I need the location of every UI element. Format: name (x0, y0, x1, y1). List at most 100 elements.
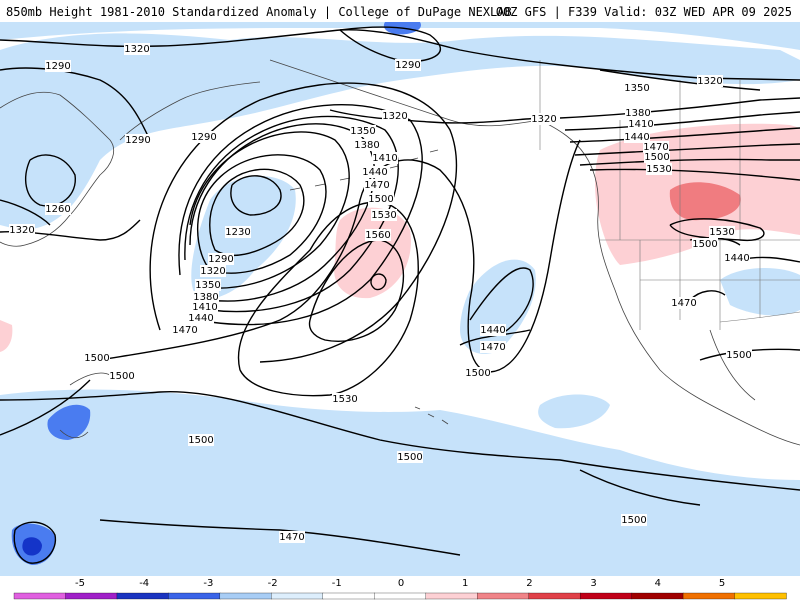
model-run-info: 00Z GFS | F339 Valid: 03Z WED APR 09 202… (495, 5, 792, 19)
contour-label-background (45, 203, 71, 215)
contour-label-c1320f: 1320 (200, 265, 226, 277)
colorbar-tick-label: 2 (526, 578, 532, 589)
contour-label-background (195, 279, 221, 291)
contour-label-c1470d: 1470 (279, 531, 305, 543)
coast-north-america-west (584, 154, 800, 446)
coast-russia-far-east (0, 91, 114, 247)
contour-label-c1440b: 1440 (188, 312, 214, 324)
contour-1440-trough (469, 267, 534, 336)
colorbar-swatch (425, 592, 478, 600)
contour-label-c1290a: 1290 (45, 60, 71, 72)
strongest-neg-anomaly-sw-corner (22, 537, 42, 556)
contour-1320-e (599, 69, 761, 91)
contour-label-text: 1500 (465, 368, 490, 379)
contour-label-c1320a: 1320 (124, 43, 150, 55)
colorbar-tick-label: -1 (332, 578, 342, 589)
colorbar-tick-label: 4 (655, 578, 661, 589)
pos-anomaly-west-edge (0, 320, 13, 352)
contour-label-text: 1500 (397, 452, 422, 463)
contour-label-text: 1320 (200, 266, 225, 277)
contour-1560-center (370, 273, 387, 291)
contour-label-c1290c: 1290 (125, 134, 151, 146)
coast-baja (709, 329, 756, 401)
contour-1530-closed-east (669, 218, 765, 242)
contour-label-c1530a: 1530 (371, 209, 397, 221)
contour-label-c1290b: 1290 (395, 59, 421, 71)
contour-label-c1530b: 1530 (332, 393, 358, 405)
contour-label-text: 1470 (480, 342, 505, 353)
contour-1470-east (574, 143, 800, 156)
contour-label-c1440a: 1440 (362, 166, 388, 178)
contour-label-text: 1470 (671, 298, 696, 309)
contour-label-c1470b: 1470 (172, 324, 198, 336)
colorbar-tick-label: 0 (398, 578, 404, 589)
contour-label-text: 1350 (624, 83, 649, 94)
contour-label-c1500e: 1500 (188, 434, 214, 446)
contour-label-text: 1410 (192, 302, 217, 313)
coast-hawaii (414, 406, 449, 425)
contour-1560-ridge (308, 239, 405, 342)
contour-label-c1470e: 1470 (643, 141, 669, 153)
contour-label-background (109, 370, 135, 382)
border-us-mexico (719, 311, 800, 323)
contour-1500-mid-south (579, 469, 701, 506)
contour-label-background (188, 312, 214, 324)
contour-label-text: 1560 (365, 230, 390, 241)
contour-label-c1470c: 1470 (480, 341, 506, 353)
contour-label-text: 1470 (172, 325, 197, 336)
contour-label-background (279, 531, 305, 543)
contour-label-background (643, 141, 669, 153)
neg-anomaly-trough-east (460, 259, 536, 354)
contour-label-c1470f: 1470 (671, 297, 697, 309)
contour-label-text: 1500 (84, 353, 109, 364)
contour-label-text: 1530 (332, 394, 357, 405)
contour-label-background (697, 75, 723, 87)
contour-label-text: 1440 (362, 167, 387, 178)
contour-label-text: 1500 (188, 435, 213, 446)
contour-label-text: 1320 (124, 44, 149, 55)
contour-label-text: 1290 (45, 61, 70, 72)
contour-label-text: 1290 (395, 60, 420, 71)
contour-label-c1380c: 1380 (625, 107, 651, 119)
contour-label-c1350b: 1350 (195, 279, 221, 291)
contour-label-text: 1290 (208, 254, 233, 265)
contour-label-c1380b: 1380 (193, 291, 219, 303)
contour-label-c1350a: 1350 (350, 125, 376, 137)
contour-label-background (125, 134, 151, 146)
contour-label-text: 1470 (279, 532, 304, 543)
contour-label-background (193, 291, 219, 303)
contour-label-background (480, 341, 506, 353)
colorbar-swatch (682, 592, 736, 600)
colorbar-tick-label: -4 (139, 578, 149, 589)
contour-label-background (646, 163, 672, 175)
contour-1290-north (339, 26, 442, 63)
contour-label-text: 1500 (726, 350, 751, 361)
colorbar-swatch (271, 592, 324, 600)
contour-label-text: 1380 (193, 292, 218, 303)
contour-label-c1380a: 1380 (354, 139, 380, 151)
coast-alaska (269, 59, 586, 156)
colorbar-swatch (528, 592, 581, 600)
coast-kamchatka (119, 81, 261, 141)
contour-label-c1320d: 1320 (531, 113, 557, 125)
contour-label-background (84, 352, 110, 364)
contour-label-c1440d: 1440 (624, 131, 650, 143)
contour-label-c1230: 1230 (225, 226, 251, 238)
contour-label-c1410b: 1410 (192, 301, 218, 313)
contour-1230 (230, 175, 282, 216)
contour-1500-west (99, 139, 581, 373)
contour-label-background (726, 349, 752, 361)
contour-1500-east (579, 158, 800, 166)
colorbar-tick-label: 1 (462, 578, 468, 589)
contour-label-background (395, 59, 421, 71)
contour-label-c1500f: 1500 (397, 451, 423, 463)
contour-label-background (644, 151, 670, 163)
colorbar-swatch (579, 592, 633, 600)
contour-label-text: 1380 (354, 140, 379, 151)
contour-label-text: 1410 (372, 153, 397, 164)
contour-label-background (365, 229, 391, 241)
contour-1290-west (0, 67, 151, 226)
colorbar-swatch (65, 592, 118, 600)
contour-1530-east (589, 168, 800, 181)
